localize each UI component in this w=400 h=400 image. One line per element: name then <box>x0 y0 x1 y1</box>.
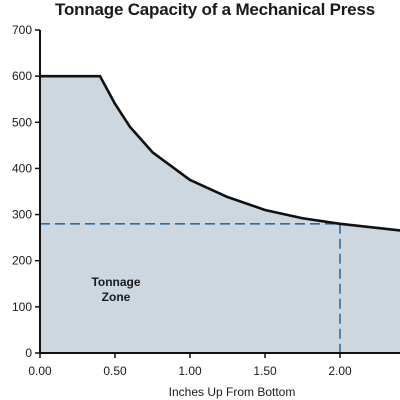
y-tick-label: 600 <box>12 69 32 83</box>
y-tick-label: 300 <box>12 208 32 222</box>
tonnage-area <box>40 76 400 353</box>
y-axis-ticks: 0 100 200 300 400 500 600 700 <box>12 23 40 360</box>
y-tick-label: 200 <box>12 254 32 268</box>
series-line <box>40 74 400 232</box>
x-tick-label: 1.50 <box>253 364 277 378</box>
x-tick-label: 0.00 <box>28 364 52 378</box>
y-tick-label: 100 <box>12 300 32 314</box>
x-axis-title: Inches Up From Bottom <box>169 385 296 399</box>
zone-label-line-2: Zone <box>102 290 131 304</box>
y-tick-label: 0 <box>25 346 32 360</box>
y-tick-label: 400 <box>12 161 32 175</box>
dashed-reference <box>40 223 341 353</box>
y-tick-label: 700 <box>12 23 32 37</box>
x-axis-ticks: 0.000.501.001.502.002.503.003.504.004.50 <box>28 353 352 378</box>
x-tick-label: 2.00 <box>328 364 352 378</box>
zone-label-line-1: Tonnage <box>91 275 140 289</box>
x-tick-label: 0.50 <box>103 364 127 378</box>
y-tick-label: 500 <box>12 115 32 129</box>
x-tick-label: 1.00 <box>178 364 202 378</box>
chart-title: Tonnage Capacity of a Mechanical Press <box>55 0 375 19</box>
